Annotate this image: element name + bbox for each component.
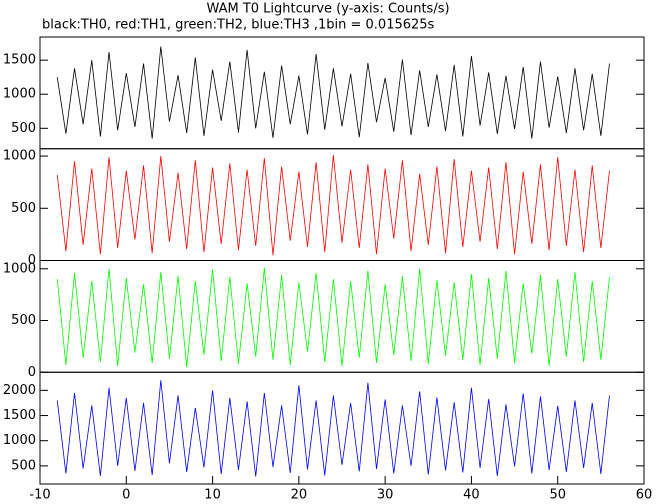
panel <box>56 46 610 139</box>
y-tick-label: 1000 <box>3 433 36 448</box>
x-tick-label: -10 <box>29 488 50 503</box>
y-tick-label: 0 <box>28 365 36 380</box>
y-tick-label: 500 <box>11 121 36 136</box>
panel-frame <box>39 371 645 485</box>
light-curve <box>56 46 610 139</box>
y-tick-label: 0 <box>28 253 36 268</box>
y-tick-label: 500 <box>11 458 36 473</box>
x-tick-label: 30 <box>377 488 394 503</box>
y-tick-label: 1000 <box>3 87 36 102</box>
panel <box>56 267 610 368</box>
y-tick-label: 1500 <box>3 53 36 68</box>
y-tick-label: 500 <box>11 201 36 216</box>
y-tick-label: 500 <box>11 313 36 328</box>
y-tick-label: 2000 <box>3 383 36 398</box>
x-tick-label: 50 <box>549 488 566 503</box>
chart-title: WAM T0 Lightcurve (y-axis: Counts/s) <box>206 2 449 17</box>
light-curve <box>56 380 610 477</box>
y-tick-label: 1000 <box>3 261 36 276</box>
y-tick-label: 1500 <box>3 408 36 423</box>
y-tick-label: 1000 <box>3 149 36 164</box>
panel <box>56 380 610 477</box>
light-curve <box>56 267 610 368</box>
x-tick-label: 20 <box>291 488 308 503</box>
panel <box>56 154 610 256</box>
x-tick-label: 0 <box>122 488 130 503</box>
x-tick-label: 60 <box>636 488 653 503</box>
x-tick-label: 40 <box>463 488 480 503</box>
panel-frame <box>39 36 645 150</box>
x-tick-label: 10 <box>204 488 221 503</box>
light-curve <box>56 154 610 256</box>
chart-subtitle: black:TH0, red:TH1, green:TH2, blue:TH3 … <box>42 18 435 33</box>
